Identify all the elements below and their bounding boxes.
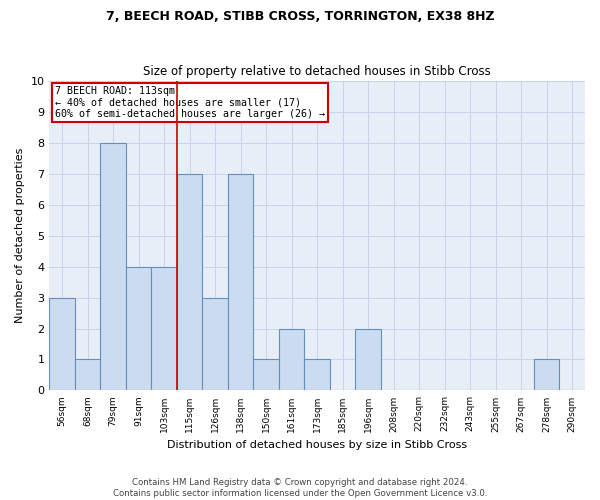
- Bar: [304, 360, 330, 390]
- Bar: [534, 360, 559, 390]
- Text: 7 BEECH ROAD: 113sqm
← 40% of detached houses are smaller (17)
60% of semi-detac: 7 BEECH ROAD: 113sqm ← 40% of detached h…: [55, 86, 325, 119]
- Bar: [100, 143, 126, 390]
- Bar: [151, 266, 177, 390]
- Text: Contains HM Land Registry data © Crown copyright and database right 2024.
Contai: Contains HM Land Registry data © Crown c…: [113, 478, 487, 498]
- Bar: [75, 360, 100, 390]
- Y-axis label: Number of detached properties: Number of detached properties: [15, 148, 25, 324]
- Bar: [126, 266, 151, 390]
- Bar: [177, 174, 202, 390]
- Bar: [49, 298, 75, 390]
- X-axis label: Distribution of detached houses by size in Stibb Cross: Distribution of detached houses by size …: [167, 440, 467, 450]
- Title: Size of property relative to detached houses in Stibb Cross: Size of property relative to detached ho…: [143, 66, 491, 78]
- Bar: [228, 174, 253, 390]
- Bar: [279, 328, 304, 390]
- Bar: [355, 328, 381, 390]
- Text: 7, BEECH ROAD, STIBB CROSS, TORRINGTON, EX38 8HZ: 7, BEECH ROAD, STIBB CROSS, TORRINGTON, …: [106, 10, 494, 23]
- Bar: [253, 360, 279, 390]
- Bar: [202, 298, 228, 390]
